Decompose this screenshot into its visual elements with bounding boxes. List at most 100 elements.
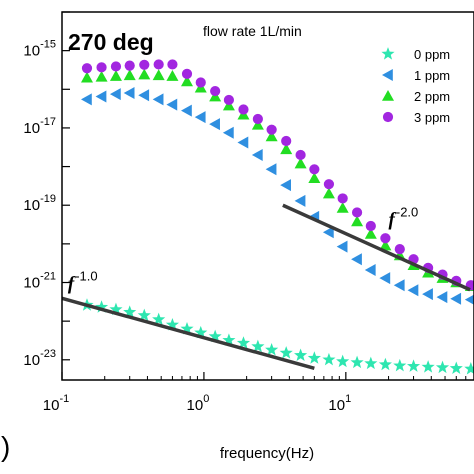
series-1-point bbox=[251, 148, 263, 161]
fit-line-0 bbox=[282, 203, 471, 292]
series-3-point bbox=[394, 244, 405, 255]
series-0-point bbox=[393, 358, 407, 372]
series-3-point bbox=[295, 149, 306, 161]
series-0-point bbox=[364, 356, 378, 370]
y-tick-label: 10-15 bbox=[23, 39, 56, 60]
y-tick-label: 10-23 bbox=[23, 348, 56, 369]
series-3-point bbox=[337, 193, 348, 204]
series-1-point bbox=[393, 279, 405, 292]
series-1 bbox=[80, 87, 474, 305]
series-0-point bbox=[279, 346, 293, 359]
series-1-point bbox=[95, 90, 107, 103]
series-2-point bbox=[95, 70, 108, 82]
series-1-point bbox=[166, 98, 178, 111]
series-0 bbox=[80, 298, 474, 375]
series-1-point bbox=[80, 93, 92, 106]
chart-subtitle: flow rate 1L/min bbox=[203, 23, 302, 39]
series-1-point bbox=[181, 104, 192, 117]
series-2-point bbox=[351, 215, 364, 227]
series-2-point bbox=[364, 227, 377, 239]
series-2-point bbox=[379, 239, 392, 251]
legend-marker-0 bbox=[381, 47, 395, 60]
series-3-point bbox=[323, 179, 335, 190]
series-1-point bbox=[351, 253, 362, 266]
series-1-point bbox=[280, 179, 291, 192]
legend-marker-3 bbox=[382, 111, 394, 123]
series-2-point bbox=[308, 172, 321, 184]
series-0-point bbox=[294, 348, 308, 361]
y-tick-label: 10-21 bbox=[23, 271, 56, 292]
x-axis-ticks: 10-1 100 101 bbox=[43, 372, 467, 414]
y-tick-label: 10-17 bbox=[23, 116, 56, 137]
series-3-point bbox=[210, 85, 221, 97]
series-0-point bbox=[95, 300, 109, 313]
series-1-point bbox=[265, 163, 277, 176]
series-1-point bbox=[407, 284, 419, 297]
plot-frame bbox=[61, 11, 474, 381]
series-1-point bbox=[322, 226, 334, 239]
series-3-point bbox=[139, 59, 150, 70]
series-3-point bbox=[96, 62, 107, 73]
series-1-point bbox=[109, 88, 121, 101]
series-0-point bbox=[350, 355, 364, 369]
series-1-point bbox=[464, 294, 474, 305]
series-2-point bbox=[152, 69, 165, 81]
legend-label-1: 1 ppm bbox=[414, 68, 450, 83]
legend-marker-2 bbox=[382, 90, 394, 101]
series-2-point bbox=[265, 130, 278, 142]
legend-label-3: 3 ppm bbox=[414, 110, 450, 125]
panel-label: ) bbox=[1, 431, 10, 462]
series-1-point bbox=[379, 272, 391, 285]
series-0-point bbox=[378, 357, 392, 371]
series-0-point bbox=[336, 354, 350, 368]
fit-line-1 bbox=[61, 296, 315, 371]
series-3-point bbox=[153, 59, 164, 70]
series-2-point bbox=[166, 70, 179, 81]
x-tick-label: 10-1 bbox=[43, 393, 69, 414]
series-2-point bbox=[181, 75, 194, 87]
series-3-point bbox=[238, 104, 249, 115]
series-3-point bbox=[281, 135, 292, 147]
series-3-point bbox=[252, 113, 263, 125]
series-1-point bbox=[138, 89, 150, 102]
y-axis-ticks: 10-15 10-17 10-19 10-21 10-23 bbox=[23, 11, 70, 369]
series-3-point bbox=[309, 164, 320, 175]
series-0-point bbox=[435, 360, 450, 374]
series-1-point bbox=[152, 93, 164, 106]
series-0-point bbox=[322, 352, 336, 366]
legend-label-0: 0 ppm bbox=[414, 47, 450, 62]
series-2-point bbox=[322, 187, 335, 199]
fit-line-label-1: f-1.0 bbox=[68, 269, 98, 295]
series-0-point bbox=[109, 302, 123, 316]
series-0-point bbox=[208, 329, 222, 343]
x-tick-label: 100 bbox=[187, 393, 210, 414]
series-3-point bbox=[195, 77, 206, 88]
series-1-point bbox=[222, 126, 234, 139]
series-3-point bbox=[266, 124, 277, 135]
series-0-point bbox=[236, 336, 251, 349]
series-0-point bbox=[421, 360, 435, 373]
series-1-point bbox=[209, 118, 220, 131]
series-0-point bbox=[137, 308, 151, 322]
series-0-point bbox=[152, 312, 166, 326]
series-3-point bbox=[124, 60, 135, 71]
series-0-point bbox=[222, 333, 236, 346]
series-0-point bbox=[180, 322, 194, 335]
series-0-point bbox=[194, 325, 208, 339]
fit-lines: f-2.0 f-1.0 bbox=[61, 203, 471, 371]
series-1-point bbox=[436, 291, 448, 304]
legend-label-2: 2 ppm bbox=[414, 89, 450, 104]
chart-title: 270 deg bbox=[68, 29, 154, 55]
series-2-point bbox=[280, 143, 293, 155]
series-0-point bbox=[165, 318, 179, 331]
series-1-point bbox=[336, 240, 348, 253]
series-0-point bbox=[251, 339, 265, 353]
series-layer bbox=[80, 59, 474, 375]
series-1-point bbox=[422, 288, 433, 301]
series-3-point bbox=[365, 220, 376, 232]
series-0-point bbox=[123, 305, 137, 318]
series-2-point bbox=[123, 69, 136, 81]
series-2-point bbox=[138, 68, 151, 80]
